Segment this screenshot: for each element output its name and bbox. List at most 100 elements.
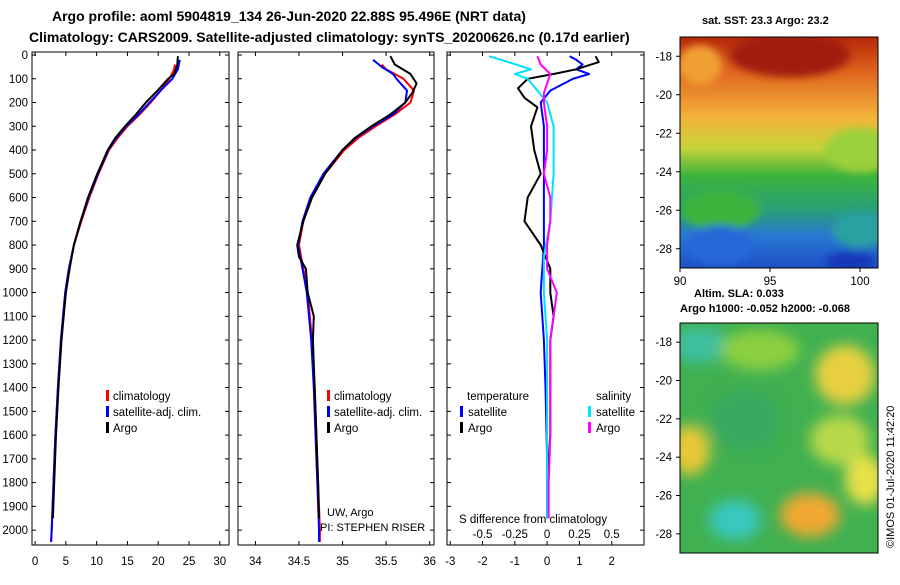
legend-marker-sal-argo xyxy=(588,422,591,433)
y-tick-label: 400 xyxy=(9,145,28,157)
temperature-panel-frame xyxy=(31,51,230,546)
series-line-argo xyxy=(296,55,418,519)
x-tick-label: 34 xyxy=(249,556,262,568)
y-tick-label: 900 xyxy=(9,264,28,276)
difference-panel-frame xyxy=(446,51,645,546)
x-tick-label: -1 xyxy=(510,556,520,568)
temperature-legend: climatology satellite-adj. clim. Argo xyxy=(106,390,201,435)
x-tick-label: 34.5 xyxy=(288,556,310,568)
figure-title-line2: Climatology: CARS2009. Satellite-adjuste… xyxy=(29,29,630,45)
y-tick-label: 1200 xyxy=(2,335,28,347)
y-tick-label: 300 xyxy=(9,121,28,133)
sla-patch xyxy=(710,390,780,450)
legend-title-temperature: temperature xyxy=(467,391,529,403)
y-tick-label: 1000 xyxy=(2,288,28,300)
map-y-tick-label: -18 xyxy=(655,51,672,63)
sst-cool-patch xyxy=(832,212,878,248)
y-tick-label: 1600 xyxy=(2,430,28,442)
x-tick-label: -3 xyxy=(445,556,455,568)
y-tick-label: 1800 xyxy=(2,478,28,490)
imos-stamp: ©IMOS 01-Jul-2020 11:42:20 xyxy=(885,406,897,548)
salinity-difference-axis: -0.5 -0.25 0 0.25 0.5 xyxy=(473,529,620,541)
difference-title: S difference from climatology xyxy=(459,514,607,526)
x-tick-label: 0 xyxy=(544,556,550,568)
x-tick-label: 1 xyxy=(576,556,582,568)
series-line-salinity-satellite xyxy=(488,55,555,519)
x-tick-label: 35.5 xyxy=(375,556,397,568)
legend-marker-satellite xyxy=(106,406,109,417)
x-tick-label: 20 xyxy=(152,556,165,568)
map-x-tick-label: 100 xyxy=(850,276,869,288)
x-tick-label: 36 xyxy=(423,556,436,568)
salinity-panel-frame xyxy=(237,51,435,546)
y-tick-label: 2000 xyxy=(2,525,28,537)
sst-mid-patch xyxy=(680,190,760,230)
legend-label-sal-argo: Argo xyxy=(596,423,620,435)
x-axes: 0 5 10 15 20 25 30 34 34.5 35 35.5 36 -3 -2 -1 0 1 2 xyxy=(32,52,615,568)
legend-label-temp-satellite: satellite xyxy=(468,407,507,419)
sla-map xyxy=(680,323,878,553)
map-y-tick-label: -24 xyxy=(655,167,672,179)
y-tick-label: 200 xyxy=(9,98,28,110)
profile-lines xyxy=(50,55,600,543)
sla-map-frame xyxy=(679,322,879,554)
legend-marker-sal-satellite xyxy=(588,406,591,417)
difference-legend: temperature satellite Argo salinity sate… xyxy=(460,391,635,435)
legend-marker-argo xyxy=(106,422,109,433)
sla-patch xyxy=(680,425,710,475)
map-y-tick-label: -20 xyxy=(655,376,672,388)
y-tick-label: 1400 xyxy=(2,383,28,395)
x-tick-label: -2 xyxy=(477,556,487,568)
x-tick-label: 30 xyxy=(213,556,226,568)
y-tick-label: 0 xyxy=(22,50,28,62)
salinity-diff-tick-label: 0.25 xyxy=(568,529,590,541)
sla-patch xyxy=(815,345,875,405)
salinity-legend: climatology satellite-adj. clim. Argo UW… xyxy=(320,390,425,534)
x-tick-label: 15 xyxy=(121,556,134,568)
x-tick-label: 10 xyxy=(90,556,103,568)
x-tick-label: 25 xyxy=(183,556,196,568)
map-y-tick-label: -18 xyxy=(655,337,672,349)
figure-title-line1: Argo profile: aoml 5904819_134 26-Jun-20… xyxy=(52,8,526,24)
legend-marker-satellite xyxy=(327,406,330,417)
salinity-diff-tick-label: -0.25 xyxy=(502,529,528,541)
series-line-climatology xyxy=(50,64,176,543)
sst-cool-patch xyxy=(688,225,752,265)
sst-warm-patch xyxy=(730,37,850,77)
salinity-diff-tick-label: 0.5 xyxy=(604,529,620,541)
sla-map-title-line2: Argo h1000: -0.052 h2000: -0.068 xyxy=(680,303,850,315)
legend-label-sal-satellite: satellite xyxy=(596,407,635,419)
x-tick-label: 2 xyxy=(609,556,615,568)
sla-map-axes: -18 -20 -22 -24 -26 -28 xyxy=(655,337,680,541)
series-line-satellite-adj-clim- xyxy=(50,59,181,543)
map-x-tick-label: 95 xyxy=(764,276,777,288)
series-line-satellite-adj-clim- xyxy=(297,59,408,542)
sla-patch xyxy=(680,327,728,363)
y-tick-label: 1300 xyxy=(2,359,28,371)
sst-warm-patch xyxy=(680,45,722,85)
sst-patches xyxy=(680,37,878,268)
x-tick-label: 5 xyxy=(63,556,69,568)
pressure-axis: 0 100 200 300 400 500 600 700 800 900 1000 1100 1200… xyxy=(2,50,644,537)
x-tick-label: 35 xyxy=(336,556,349,568)
x-tick-label: 0 xyxy=(32,556,38,568)
map-y-tick-label: -20 xyxy=(655,90,672,102)
legend-label-argo: Argo xyxy=(113,423,137,435)
salinity-diff-tick-label: -0.5 xyxy=(473,529,493,541)
data-source-line1: UW, Argo xyxy=(327,507,373,519)
legend-marker-climatology xyxy=(327,390,330,401)
y-tick-label: 600 xyxy=(9,193,28,205)
map-y-tick-label: -28 xyxy=(655,244,672,256)
sst-mid-patch xyxy=(825,128,878,172)
legend-title-salinity: salinity xyxy=(596,391,631,403)
map-y-tick-label: -22 xyxy=(655,128,672,140)
sst-map-axes: -18 -20 -22 -24 -26 -28 90 95 100 xyxy=(655,51,869,288)
map-y-tick-label: -28 xyxy=(655,529,672,541)
y-tick-label: 700 xyxy=(9,216,28,228)
legend-marker-temp-satellite xyxy=(460,406,463,417)
sla-patch xyxy=(720,330,800,370)
map-x-tick-label: 90 xyxy=(674,276,687,288)
sla-patches xyxy=(680,327,878,540)
y-tick-label: 800 xyxy=(9,240,28,252)
